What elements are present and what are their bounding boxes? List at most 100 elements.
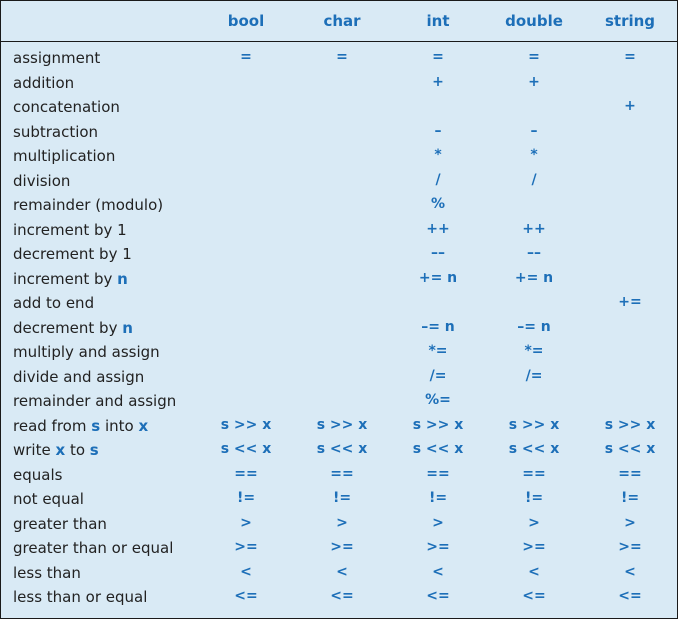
operator-cell-char: <= [330, 588, 354, 604]
label-text: greater than [13, 514, 107, 533]
operator-cell-double: ++ [522, 220, 546, 237]
operator-cell-int: – [434, 122, 442, 139]
operator-cell-double: –= n [517, 318, 551, 335]
table-row: read from s into x s >> x s >> x s >> x s >>… [1, 413, 677, 437]
label-variable: n [117, 269, 128, 288]
column-header-bool: bool [227, 12, 265, 30]
operator-cell-double: = [528, 49, 540, 65]
operator-cell-bool: <= [234, 588, 258, 604]
row-label: less than [13, 564, 81, 582]
table-row: concatenation + [1, 94, 677, 118]
label-text: assignment [13, 49, 101, 67]
label-variable: s [89, 441, 99, 459]
label-text: increment by [13, 269, 118, 288]
operator-cell-char: = [336, 49, 348, 65]
operator-cell-int: < [432, 563, 444, 580]
label-text: remainder (modulo) [13, 196, 164, 214]
row-label: addition [13, 74, 74, 92]
operator-cell-double: <= [522, 588, 546, 604]
row-label: decrement by n [13, 319, 133, 337]
row-label: write x to s [13, 441, 99, 459]
label-variable: n [122, 318, 133, 337]
label-text: decrement by [13, 318, 123, 337]
table-row: divide and assign /= /= [1, 364, 677, 388]
table-row: multiply and assign *= *= [1, 339, 677, 363]
table-row: remainder (modulo)% [1, 192, 677, 216]
label-text: less than or equal [13, 588, 148, 606]
label-text: decrement by 1 [13, 245, 132, 263]
operator-cell-char: s >> x [316, 416, 368, 433]
operator-cell-bool: = [240, 49, 252, 65]
operator-cell-string: >= [618, 539, 642, 555]
table-row: less than < < < < < [1, 560, 677, 584]
operator-cell-bool: >= [234, 539, 258, 555]
table-row: decrement by 1 –– –– [1, 241, 677, 265]
operator-cell-int: –– [431, 245, 445, 261]
operator-cell-double: * [530, 147, 538, 163]
row-label: equals [13, 466, 62, 484]
table-row: not equal != != != != != [1, 486, 677, 510]
column-header-double: double [505, 12, 563, 30]
label-text: add to end [13, 294, 95, 312]
label-text: less than [13, 563, 81, 582]
row-label: division [13, 172, 70, 190]
operator-cell-char: == [330, 465, 354, 482]
table-row: addition + + [1, 70, 677, 94]
header-divider [1, 41, 677, 42]
table-row: decrement by n –= n –= n [1, 315, 677, 339]
row-label: remainder and assign [13, 392, 176, 410]
label-text: addition [13, 73, 75, 92]
operator-cell-bool: < [240, 563, 252, 580]
row-label: subtraction [13, 123, 98, 141]
operator-cell-string: s >> x [604, 416, 656, 433]
label-text: divide and assign [13, 367, 145, 386]
operator-cell-bool: s << x [220, 441, 272, 457]
operator-cell-double: s << x [508, 441, 560, 457]
table-row: assignment = = = = = [1, 45, 677, 69]
operator-cell-double: –– [527, 245, 541, 261]
table-row: greater than > > > > > [1, 511, 677, 535]
operator-cell-string: = [624, 49, 636, 65]
operator-cell-double: /= [525, 367, 543, 384]
operator-cell-int: += n [418, 269, 458, 286]
operator-cell-bool: == [234, 465, 258, 482]
operator-cell-double: != [524, 490, 544, 506]
column-header-string: string [604, 12, 656, 30]
label-text: concatenation [13, 98, 120, 116]
operator-cell-char: > [336, 514, 348, 531]
operator-cell-int: != [428, 490, 448, 506]
column-header-int: int [426, 12, 450, 30]
operator-cell-int: = [432, 49, 444, 65]
table-row: write x to s s << x s << x s << x s << x s <<… [1, 437, 677, 461]
operator-cell-int: > [432, 514, 444, 531]
label-text: into [100, 416, 139, 435]
operator-cell-int: >= [426, 539, 450, 555]
operator-cell-double: – [530, 122, 538, 139]
operator-cell-char: != [332, 490, 352, 506]
label-variable: s [91, 416, 101, 435]
operator-cell-int: %= [425, 392, 451, 408]
operator-cell-string: != [620, 490, 640, 506]
row-label: read from s into x [13, 417, 148, 435]
table-row: equals == == == == == [1, 462, 677, 486]
operator-cell-string: > [624, 514, 636, 531]
operator-cell-int: ++ [426, 220, 450, 237]
label-text: to [65, 441, 90, 459]
row-label: decrement by 1 [13, 245, 132, 263]
operator-cell-double: + [528, 73, 540, 90]
row-label: concatenation [13, 98, 120, 116]
operator-cell-char: < [336, 563, 348, 580]
operator-cell-int: / [435, 171, 441, 188]
table-row: subtraction – – [1, 119, 677, 143]
operator-cell-int: *= [428, 343, 448, 359]
operator-cell-string: + [624, 98, 636, 114]
row-label: assignment [13, 49, 100, 67]
table-row: increment by n += n += n [1, 266, 677, 290]
operator-cell-int: s >> x [412, 416, 464, 433]
operator-cell-bool: > [240, 514, 252, 531]
operator-cell-double: *= [524, 343, 544, 359]
operator-cell-int: % [430, 196, 446, 212]
operator-cell-int: s << x [412, 441, 464, 457]
table-row: increment by 1 ++ ++ [1, 217, 677, 241]
